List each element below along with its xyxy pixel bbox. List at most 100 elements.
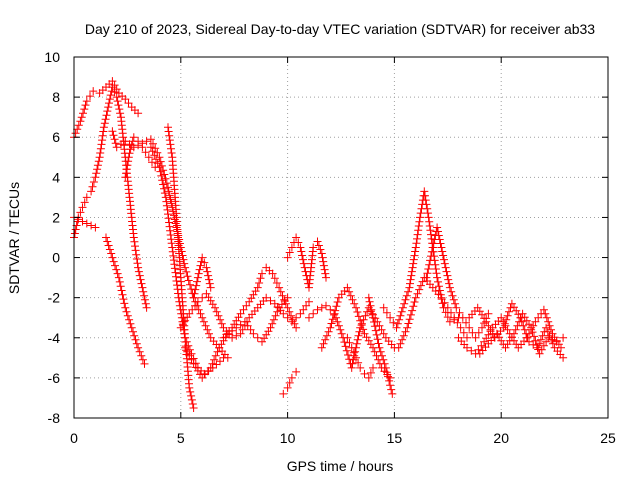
- data-point-interp: [440, 298, 449, 307]
- data-point-interp: [255, 279, 264, 287]
- data-point-interp: [406, 275, 415, 284]
- data-point-interp: [298, 251, 307, 260]
- data-point: [518, 309, 527, 318]
- data-point: [91, 173, 100, 182]
- data-point: [198, 253, 207, 262]
- data-point-interp: [427, 252, 435, 261]
- data-point-interp: [435, 282, 443, 291]
- data-point-interp: [340, 338, 349, 347]
- data-point: [104, 103, 113, 112]
- data-point-interp: [191, 285, 200, 294]
- x-tick-label: 20: [493, 430, 509, 446]
- data-point: [542, 323, 551, 332]
- data-point-interp: [130, 331, 139, 340]
- data-point-interp: [162, 179, 171, 188]
- data-point-interp: [165, 136, 174, 145]
- data-point-interp: [120, 299, 129, 308]
- data-point-interp: [98, 131, 107, 140]
- data-point: [198, 313, 207, 322]
- data-point-interp: [453, 318, 462, 327]
- x-tick-label: 10: [280, 430, 296, 446]
- data-point: [193, 297, 202, 306]
- data-point: [283, 293, 292, 302]
- data-point-interp: [410, 298, 419, 306]
- data-point-interp: [319, 339, 328, 348]
- data-point-interp: [115, 105, 124, 114]
- data-point: [185, 383, 194, 392]
- data-point: [352, 353, 360, 362]
- data-point-interp: [318, 253, 327, 262]
- data-point-interp: [399, 331, 408, 340]
- data-point-interp: [89, 178, 98, 186]
- data-point-interp: [101, 115, 110, 124]
- data-point: [176, 323, 185, 332]
- data-point-interp: [407, 267, 416, 276]
- data-point: [292, 233, 301, 242]
- data-point-interp: [320, 265, 329, 274]
- data-point: [445, 317, 454, 326]
- data-point-interp: [135, 347, 144, 356]
- data-point-interp: [528, 328, 537, 337]
- data-point: [129, 143, 138, 152]
- data-point-interp: [92, 169, 101, 178]
- data-point: [296, 243, 305, 252]
- data-point: [437, 293, 446, 302]
- data-point-interp: [299, 255, 307, 264]
- data-point-interp: [141, 148, 150, 157]
- data-point-interp: [105, 95, 114, 104]
- data-point-interp: [196, 309, 205, 318]
- data-point-interp: [532, 341, 541, 350]
- data-point: [112, 143, 121, 152]
- data-point-interp: [105, 245, 114, 254]
- data-point-interp: [116, 109, 125, 118]
- data-point-interp: [440, 259, 449, 268]
- data-point-interp: [161, 174, 170, 183]
- data-point-interp: [79, 109, 87, 118]
- data-point-interp: [278, 291, 287, 300]
- data-point-interp: [203, 267, 212, 276]
- data-point-interp: [370, 318, 378, 326]
- data-point-interp: [167, 199, 176, 208]
- y-axis-label: SDTVAR / TECUs: [6, 182, 22, 294]
- data-point-interp: [467, 346, 476, 355]
- data-point-interp: [513, 321, 522, 330]
- data-point: [121, 95, 130, 104]
- data-point: [78, 203, 87, 212]
- data-point-interp: [400, 299, 409, 308]
- data-point-interp: [538, 331, 547, 340]
- data-point-interp: [119, 295, 128, 304]
- data-point: [381, 363, 390, 372]
- data-point-interp: [507, 333, 516, 342]
- data-point-interp: [423, 204, 432, 213]
- data-point-interp: [503, 311, 512, 320]
- data-point-interp: [545, 321, 554, 330]
- data-point-interp: [548, 335, 557, 344]
- data-point: [313, 237, 322, 246]
- data-point-interp: [368, 309, 377, 318]
- data-point-interp: [443, 271, 452, 280]
- data-point-interp: [432, 269, 441, 278]
- data-point: [108, 83, 117, 92]
- data-point-interp: [337, 329, 346, 338]
- data-point: [121, 137, 130, 146]
- data-point-interp: [124, 99, 133, 108]
- data-point-interp: [294, 238, 303, 247]
- data-point-interp: [109, 131, 118, 140]
- data-point-interp: [406, 279, 414, 288]
- data-point-interp: [131, 246, 140, 255]
- data-point: [114, 273, 123, 282]
- data-point-interp: [334, 321, 343, 330]
- data-point-interp: [416, 209, 425, 218]
- data-point-interp: [272, 279, 281, 287]
- y-tick-label: 0: [52, 250, 60, 266]
- data-point-interp: [408, 263, 417, 272]
- data-point-interp: [439, 251, 448, 260]
- data-point: [369, 313, 377, 322]
- data-point: [121, 303, 130, 312]
- data-point-interp: [324, 327, 333, 336]
- data-point-interp: [377, 325, 386, 334]
- data-point-interp: [299, 259, 308, 268]
- data-point-interp: [230, 320, 239, 329]
- data-point-interp: [97, 140, 106, 149]
